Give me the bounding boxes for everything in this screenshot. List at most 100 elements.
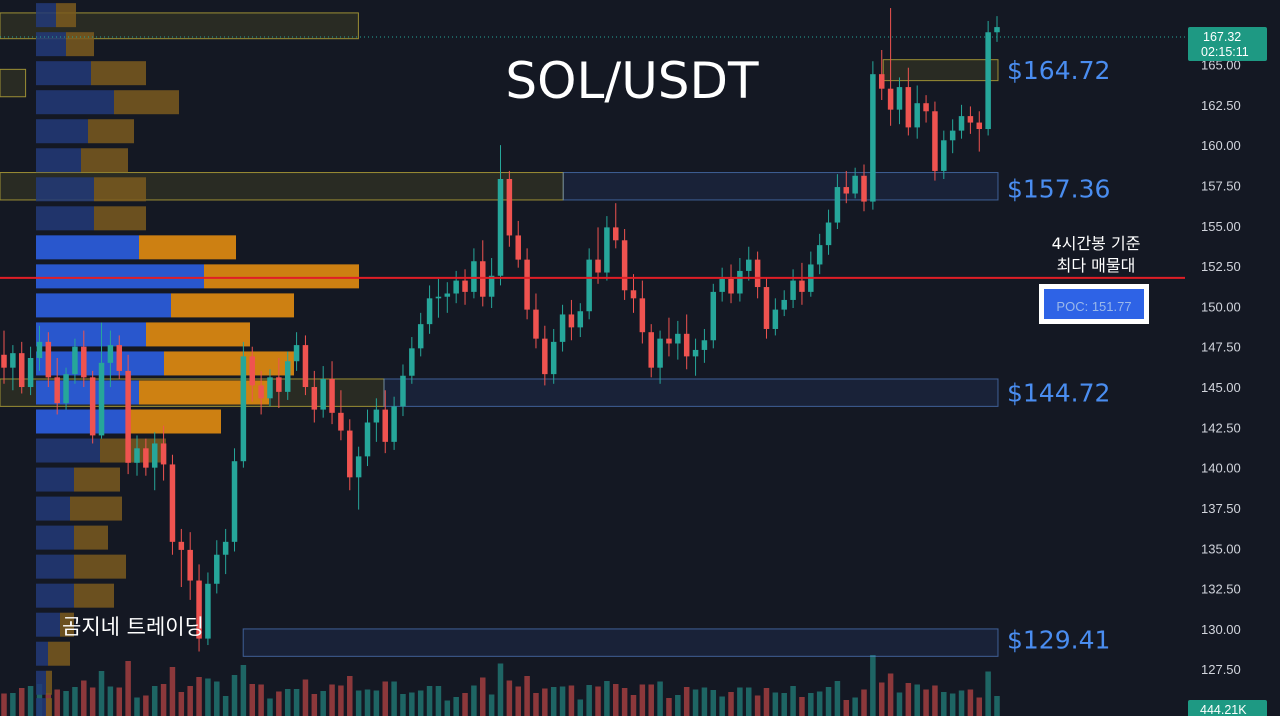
profile-buy-bar bbox=[36, 90, 114, 115]
candle-body bbox=[870, 74, 876, 202]
candle-body bbox=[18, 353, 25, 388]
profile-buy-bar bbox=[36, 467, 74, 492]
candle-body bbox=[169, 464, 176, 542]
volume-bar bbox=[18, 688, 25, 716]
volume-tag: 444.21K bbox=[1188, 700, 1267, 716]
candle-body bbox=[941, 140, 947, 171]
volume-bar bbox=[887, 673, 894, 716]
candle-body bbox=[453, 280, 459, 294]
profile-sell-bar bbox=[146, 322, 250, 347]
candle-body bbox=[151, 443, 158, 468]
candle-body bbox=[302, 345, 309, 388]
candle-body bbox=[373, 409, 380, 423]
volume-bar bbox=[790, 686, 796, 716]
candle-body bbox=[107, 345, 114, 363]
volume-bar bbox=[373, 690, 380, 716]
candle-body bbox=[772, 309, 779, 329]
poc-box[interactable]: POC: 151.77 bbox=[1039, 284, 1149, 324]
candle-body bbox=[639, 298, 646, 333]
candle-body bbox=[630, 290, 637, 299]
volume-bar bbox=[311, 694, 318, 716]
price-tick-label: 140.00 bbox=[1201, 461, 1241, 476]
volume-bar bbox=[293, 689, 300, 716]
profile-sell-bar bbox=[171, 293, 294, 318]
candle-body bbox=[648, 332, 654, 368]
volume-bar bbox=[329, 684, 335, 716]
candle-body bbox=[27, 358, 34, 388]
volume-bar bbox=[151, 686, 158, 716]
candle-body bbox=[737, 270, 743, 294]
volume-bar bbox=[621, 688, 628, 716]
candle-body bbox=[683, 333, 690, 357]
candle-body bbox=[852, 175, 858, 194]
candle-body bbox=[967, 116, 974, 123]
candle-body bbox=[284, 361, 291, 392]
candle-body bbox=[134, 448, 140, 463]
candle-body bbox=[861, 175, 867, 202]
volume-bar bbox=[98, 671, 105, 716]
profile-buy-bar bbox=[36, 698, 46, 716]
candle-body bbox=[329, 378, 335, 413]
volume-bar bbox=[816, 691, 823, 716]
volume-bar bbox=[648, 684, 654, 716]
candle-body bbox=[81, 346, 87, 378]
volume-bar bbox=[506, 680, 513, 716]
volume-bar bbox=[568, 685, 575, 716]
candle-body bbox=[799, 280, 805, 292]
volume-bar bbox=[169, 667, 176, 716]
candle-body bbox=[471, 261, 477, 292]
volume-bar bbox=[914, 684, 920, 716]
profile-sell-bar bbox=[126, 409, 221, 434]
candle-body bbox=[160, 443, 167, 465]
volume-tag-bg bbox=[1188, 700, 1267, 716]
candle-body bbox=[719, 278, 725, 292]
last-price-countdown: 02:15:11 bbox=[1201, 45, 1249, 59]
candle-body bbox=[364, 422, 371, 457]
volume-bar bbox=[1, 693, 7, 716]
level-label: $157.36 bbox=[1007, 175, 1110, 204]
candle-body bbox=[54, 377, 60, 404]
profile-sell-bar bbox=[46, 698, 52, 716]
volume-bar bbox=[187, 686, 193, 716]
volume-bar bbox=[825, 687, 832, 716]
price-tick-label: 150.00 bbox=[1201, 299, 1241, 314]
candle-body bbox=[382, 409, 388, 442]
profile-sell-bar bbox=[81, 148, 128, 173]
candle-body bbox=[754, 259, 761, 288]
profile-buy-bar bbox=[36, 3, 56, 28]
candle-body bbox=[728, 278, 734, 294]
candle-body bbox=[400, 375, 406, 407]
profile-buy-bar bbox=[36, 438, 100, 463]
volume-bar bbox=[364, 689, 371, 716]
volume-bar bbox=[834, 681, 841, 716]
supply-zone bbox=[882, 59, 999, 82]
candle-body bbox=[240, 356, 247, 462]
volume-bar bbox=[754, 695, 761, 716]
profile-sell-bar bbox=[114, 90, 179, 115]
candle-body bbox=[914, 103, 920, 128]
volume-bar bbox=[63, 691, 69, 716]
candle-body bbox=[497, 179, 504, 276]
volume-bar bbox=[542, 688, 548, 716]
candle-body bbox=[896, 87, 903, 110]
profile-buy-bar bbox=[36, 612, 60, 637]
candles bbox=[1, 8, 1000, 652]
volume-bar bbox=[577, 699, 584, 716]
candle-body bbox=[444, 293, 451, 297]
demand-zone bbox=[562, 172, 999, 201]
candle-body bbox=[763, 287, 770, 329]
volume-bar bbox=[524, 676, 530, 716]
volume-bar bbox=[550, 687, 557, 716]
volume-bar bbox=[488, 694, 495, 716]
candle-body bbox=[781, 299, 787, 310]
volume-bar bbox=[284, 689, 291, 716]
price-tick-label: 145.00 bbox=[1201, 380, 1241, 395]
volume-bar bbox=[435, 686, 442, 716]
volume-bar bbox=[746, 687, 752, 716]
volume-bar bbox=[949, 693, 956, 716]
brand-label: 곰지네 트레이딩 bbox=[62, 615, 204, 639]
candle-body bbox=[98, 362, 105, 436]
poc-box-fill bbox=[1044, 289, 1144, 319]
volume-bar bbox=[772, 692, 779, 716]
